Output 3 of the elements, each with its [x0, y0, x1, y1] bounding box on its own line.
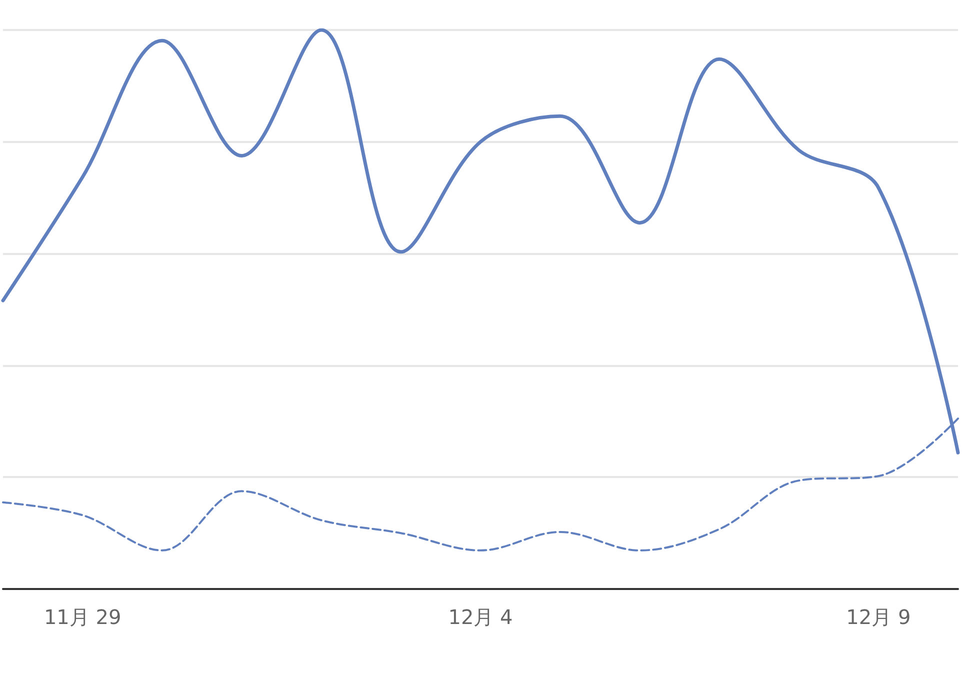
x-tick-label: 12月 4: [448, 605, 513, 629]
x-tick-label: 11月 29: [44, 605, 122, 629]
x-tick-label: 12月 9: [846, 605, 911, 629]
